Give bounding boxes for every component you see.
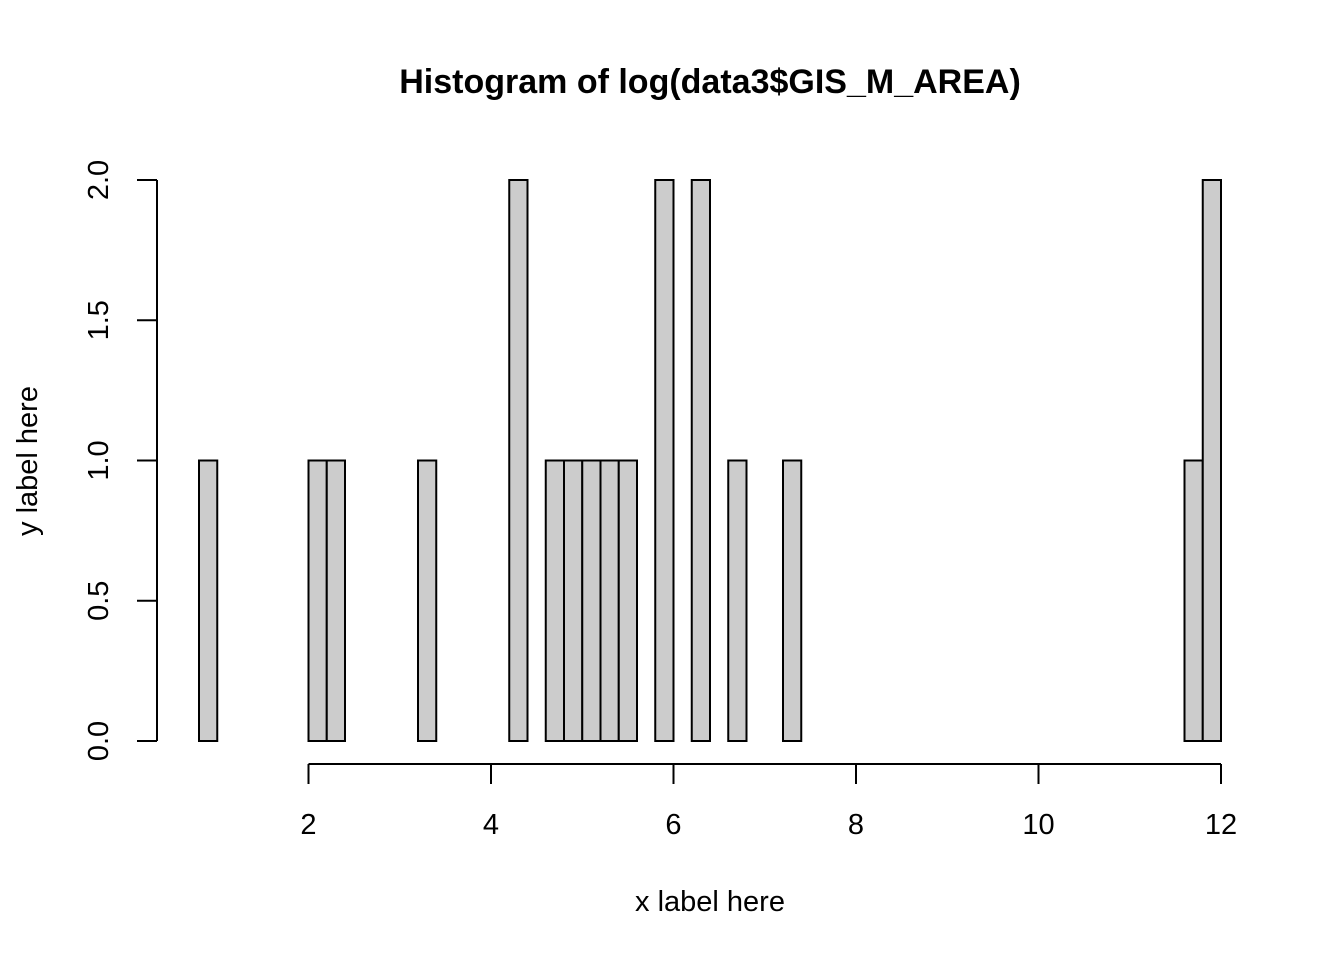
histogram-bar bbox=[599, 459, 620, 742]
histogram-bar bbox=[417, 459, 438, 742]
y-axis-label: y label here bbox=[12, 386, 44, 536]
histogram-bar bbox=[654, 179, 675, 742]
x-tick-label: 6 bbox=[665, 809, 681, 841]
histogram-bar bbox=[198, 459, 219, 742]
y-tick-label: 1.0 bbox=[83, 440, 115, 480]
y-tick-label: 1.5 bbox=[83, 300, 115, 340]
x-tick-label: 8 bbox=[848, 809, 864, 841]
histogram-bar bbox=[782, 459, 803, 742]
histogram-bar bbox=[617, 459, 638, 742]
x-tick-label: 4 bbox=[483, 809, 499, 841]
y-axis: 0.0 0.5 1.0 1.5 2.0 bbox=[83, 160, 158, 761]
x-tick-label: 12 bbox=[1205, 809, 1237, 841]
bars-group bbox=[198, 179, 1222, 742]
y-tick-label: 2.0 bbox=[83, 160, 115, 200]
histogram-bar bbox=[325, 459, 346, 742]
histogram-bar bbox=[690, 179, 711, 742]
histogram-bar bbox=[544, 459, 565, 742]
chart-title: Histogram of log(data3$GIS_M_AREA) bbox=[399, 63, 1021, 101]
y-tick-label: 0.0 bbox=[83, 721, 115, 761]
histogram-bar bbox=[1183, 459, 1204, 742]
x-tick-label: 10 bbox=[1022, 809, 1054, 841]
histogram-bar bbox=[563, 459, 584, 742]
histogram-bar bbox=[508, 179, 529, 742]
x-axis-label: x label here bbox=[635, 886, 785, 918]
x-tick-label: 2 bbox=[300, 809, 316, 841]
histogram-bar bbox=[307, 459, 328, 742]
histogram-bar bbox=[1201, 179, 1222, 742]
y-tick-label: 0.5 bbox=[83, 581, 115, 621]
histogram-bar bbox=[727, 459, 748, 742]
x-axis: 2 4 6 8 10 12 bbox=[300, 763, 1237, 841]
histogram-bar bbox=[581, 459, 602, 742]
